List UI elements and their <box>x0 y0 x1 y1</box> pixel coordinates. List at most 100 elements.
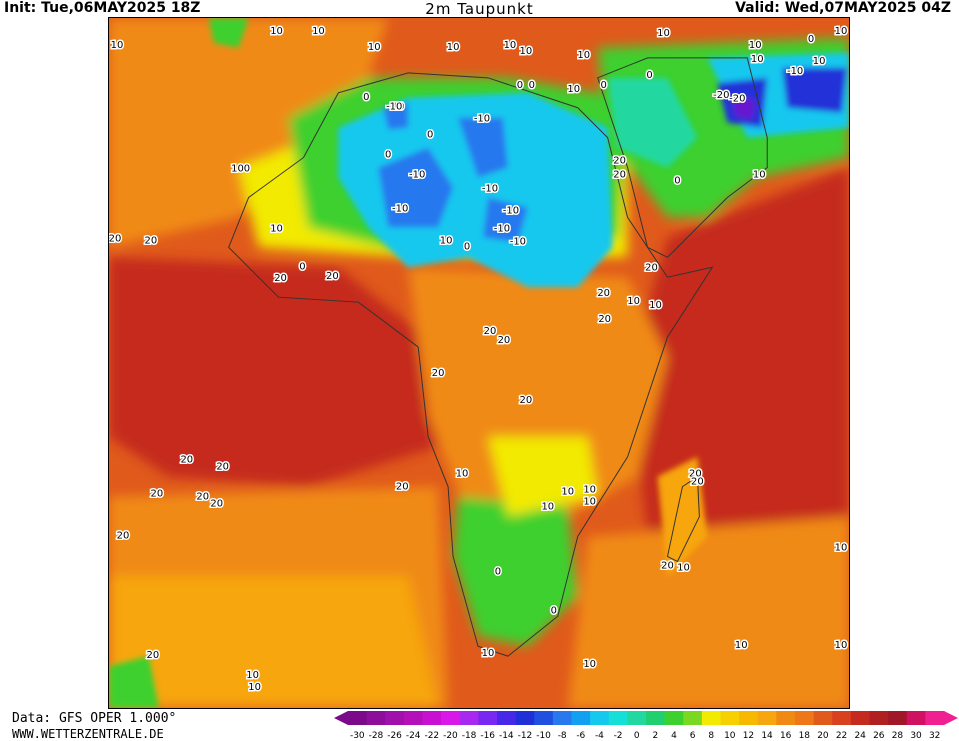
contour-value-label: -10 <box>386 102 402 113</box>
legend-swatch <box>590 711 610 725</box>
contour-value-label: -10 <box>474 114 490 125</box>
contour-value-label: 20 <box>484 326 497 337</box>
legend-tick-label: -16 <box>480 731 495 741</box>
contour-value-label: 10 <box>248 682 261 693</box>
contour-value-label: 10 <box>649 300 662 311</box>
legend-swatch <box>925 711 945 725</box>
legend-swatch <box>571 711 591 725</box>
legend-swatch <box>403 711 423 725</box>
iran-violet <box>732 97 756 120</box>
contour-value-label: 10 <box>504 40 517 51</box>
contour-value-label: 10 <box>270 26 283 37</box>
indian-ocean-south <box>567 516 849 708</box>
contour-value-label: 0 <box>299 261 305 272</box>
maghreb-blue <box>383 102 409 130</box>
contour-value-label: 10 <box>111 40 124 51</box>
contour-value-label: 20 <box>396 482 409 493</box>
contour-value-label: 20 <box>326 271 339 282</box>
legend-tick-label: 30 <box>910 731 922 741</box>
legend-tick-label: 20 <box>817 731 829 741</box>
legend-swatch <box>497 711 517 725</box>
contour-value-label: 20 <box>151 489 164 500</box>
legend-tick-label: 32 <box>929 731 940 741</box>
legend-swatch <box>701 711 721 725</box>
data-source-label: Data: GFS OPER 1.000° <box>12 711 177 726</box>
contour-value-label: -10 <box>409 170 425 181</box>
legend-tick-label: 6 <box>690 731 696 741</box>
contour-value-label: 20 <box>210 499 223 510</box>
contour-value-label: 20 <box>216 462 229 473</box>
contour-value-label: 20 <box>109 233 122 244</box>
sahara-blue-1 <box>378 147 454 228</box>
contour-value-label: -10 <box>392 203 408 214</box>
contour-value-label: 0 <box>464 241 470 252</box>
legend-tick-label: -4 <box>595 731 604 741</box>
contour-value-label: 10 <box>753 170 766 181</box>
contour-value-label: 10 <box>456 469 469 480</box>
contour-value-label: 20 <box>196 492 209 503</box>
south-atlantic-lighter <box>109 576 439 708</box>
legend-swatch <box>552 711 572 725</box>
contour-value-label: 0 <box>517 80 523 91</box>
legend-tick-label: 2 <box>652 731 658 741</box>
legend-tick-label: 18 <box>799 731 811 741</box>
contour-value-label: 0 <box>551 605 557 616</box>
legend-swatch <box>385 711 405 725</box>
contour-value-label: 20 <box>147 650 160 661</box>
legend-tick-label: -28 <box>369 731 384 741</box>
color-scale-legend: -30 -28 -26 -24 -22 -20 -18 -16 -14 -12 -10 -8 -6 -4-… <box>334 711 958 741</box>
contour-value-label: 20 <box>689 469 702 480</box>
legend-swatch <box>664 711 684 725</box>
legend-swatch <box>608 711 628 725</box>
contour-value-label: 10 <box>368 42 381 53</box>
contour-value-label: 10 <box>577 50 590 61</box>
legend-swatch <box>906 711 926 725</box>
legend-tick-label: -26 <box>387 731 402 741</box>
contour-value-label: -10 <box>494 223 510 234</box>
legend-tick-label: -6 <box>576 731 585 741</box>
legend-tick-label: 28 <box>892 731 904 741</box>
legend-swatch <box>515 711 535 725</box>
contour-value-label: 20 <box>691 477 704 488</box>
legend-tick-label: -10 <box>536 731 551 741</box>
legend-tick-label: 12 <box>743 731 754 741</box>
contour-value-label: 10 <box>583 485 596 496</box>
contour-value-label: 20 <box>598 314 611 325</box>
legend-swatch <box>795 711 815 725</box>
legend-swatch <box>832 711 852 725</box>
legend-swatch <box>813 711 833 725</box>
contour-value-label: 20 <box>613 156 626 167</box>
contour-value-label: 10 <box>583 659 596 670</box>
contour-value-label: 0 <box>674 176 680 187</box>
southwest-corner-green <box>109 656 159 708</box>
legend-tick-label: 8 <box>708 731 714 741</box>
contour-value-label: -10 <box>388 102 404 113</box>
africa-coastline <box>228 72 714 657</box>
legend-tick-label: -20 <box>443 731 458 741</box>
arabia-cyan <box>607 77 698 168</box>
contour-value-label: 10 <box>447 42 460 53</box>
legend-swatch <box>757 711 777 725</box>
contour-value-label: 20 <box>520 395 533 406</box>
legend-swatch <box>348 711 368 725</box>
contour-value-label: 0 <box>600 80 606 91</box>
legend-swatch <box>683 711 703 725</box>
legend-tick-label: -12 <box>518 731 533 741</box>
sahara-cyan <box>338 92 613 288</box>
legend-swatch <box>888 711 908 725</box>
contour-value-label: 0 <box>529 80 535 91</box>
contour-value-label: 10 <box>677 562 690 573</box>
contour-value-label: -20 <box>729 94 745 105</box>
afghan-blue <box>782 67 848 113</box>
contour-value-label: 10 <box>482 648 495 659</box>
contour-value-label: 10 <box>835 26 848 37</box>
contour-value-label: 0 <box>808 34 814 45</box>
sahara-blue-3 <box>482 197 528 243</box>
contour-value-label: 10 <box>520 46 533 57</box>
contour-value-label: 20 <box>274 273 287 284</box>
valid-time-label: Valid: Wed,07MAY2025 04Z <box>735 0 951 16</box>
southern-africa-yellow <box>487 436 598 517</box>
legend-low-arrow <box>334 711 348 725</box>
legend-tick-labels: -30 -28 -26 -24 -22 -20 -18 -16 -14 -12 -10 -8 -6 -4-… <box>350 731 940 741</box>
